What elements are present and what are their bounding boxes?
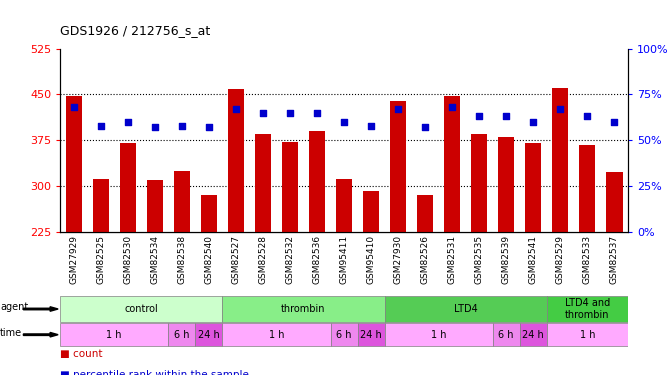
Text: 1 h: 1 h — [431, 330, 446, 340]
Text: 1 h: 1 h — [106, 330, 122, 340]
Text: GSM82530: GSM82530 — [123, 235, 132, 284]
Text: GSM82533: GSM82533 — [583, 235, 592, 284]
Point — [68, 104, 79, 110]
Bar — [363, 191, 379, 232]
Bar — [174, 171, 190, 232]
Point — [204, 124, 214, 130]
Point — [230, 106, 241, 112]
Text: GSM82526: GSM82526 — [421, 235, 430, 284]
Bar — [552, 88, 568, 232]
Point — [528, 119, 538, 125]
Bar — [65, 96, 81, 232]
Text: LTD4 and
thrombin: LTD4 and thrombin — [564, 298, 610, 320]
Bar — [357, 323, 385, 346]
Text: GSM82534: GSM82534 — [150, 235, 159, 284]
Text: GSM27930: GSM27930 — [393, 235, 403, 284]
Bar — [525, 143, 541, 232]
Point — [150, 124, 160, 130]
Bar — [147, 180, 163, 232]
Text: 6 h: 6 h — [498, 330, 514, 340]
Text: GSM82527: GSM82527 — [231, 235, 240, 284]
Bar — [607, 172, 623, 232]
Bar — [168, 323, 195, 346]
Bar — [60, 296, 222, 322]
Text: 24 h: 24 h — [198, 330, 220, 340]
Bar — [385, 296, 547, 322]
Text: GSM82537: GSM82537 — [610, 235, 619, 284]
Bar — [385, 323, 493, 346]
Point — [312, 110, 323, 116]
Text: GSM82540: GSM82540 — [204, 235, 213, 284]
Bar — [282, 142, 298, 232]
Text: 6 h: 6 h — [174, 330, 190, 340]
Point — [339, 119, 349, 125]
Point — [420, 124, 430, 130]
Point — [555, 106, 566, 112]
Text: 6 h: 6 h — [336, 330, 352, 340]
Text: GSM82539: GSM82539 — [502, 235, 511, 284]
Text: GSM82531: GSM82531 — [448, 235, 457, 284]
Text: GSM27929: GSM27929 — [69, 235, 78, 284]
Text: GSM82541: GSM82541 — [529, 235, 538, 284]
Text: GSM82538: GSM82538 — [177, 235, 186, 284]
Bar — [255, 134, 271, 232]
Bar — [120, 143, 136, 232]
Point — [393, 106, 403, 112]
Text: ■ percentile rank within the sample: ■ percentile rank within the sample — [60, 370, 249, 375]
Bar — [417, 195, 434, 232]
Bar — [93, 179, 109, 232]
Point — [474, 114, 484, 120]
Bar — [222, 296, 385, 322]
Bar — [520, 323, 547, 346]
Text: GDS1926 / 212756_s_at: GDS1926 / 212756_s_at — [60, 24, 210, 38]
Text: GSM95410: GSM95410 — [367, 235, 375, 284]
Text: ■ count: ■ count — [60, 350, 103, 359]
Bar — [336, 178, 352, 232]
Point — [447, 104, 458, 110]
Text: 24 h: 24 h — [360, 330, 382, 340]
Point — [609, 119, 620, 125]
Bar — [444, 96, 460, 232]
Text: GSM82528: GSM82528 — [259, 235, 267, 284]
Text: 1 h: 1 h — [580, 330, 595, 340]
Bar — [309, 131, 325, 232]
Bar — [493, 323, 520, 346]
Text: time: time — [0, 328, 22, 338]
Text: control: control — [124, 304, 158, 314]
Point — [582, 114, 593, 120]
Text: GSM95411: GSM95411 — [339, 235, 349, 284]
Text: GSM82535: GSM82535 — [475, 235, 484, 284]
Point — [365, 123, 376, 129]
Bar — [579, 144, 595, 232]
Text: LTD4: LTD4 — [454, 304, 478, 314]
Text: 1 h: 1 h — [269, 330, 284, 340]
Bar — [547, 296, 628, 322]
Text: GSM82529: GSM82529 — [556, 235, 565, 284]
Bar — [471, 134, 488, 232]
Bar — [200, 195, 217, 232]
Text: GSM82525: GSM82525 — [96, 235, 105, 284]
Bar — [390, 101, 406, 232]
Bar — [547, 323, 628, 346]
Bar — [60, 323, 168, 346]
Text: agent: agent — [0, 302, 28, 312]
Text: 24 h: 24 h — [522, 330, 544, 340]
Point — [285, 110, 295, 116]
Bar — [498, 137, 514, 232]
Text: thrombin: thrombin — [281, 304, 326, 314]
Bar — [331, 323, 357, 346]
Bar — [228, 89, 244, 232]
Point — [258, 110, 269, 116]
Text: GSM82532: GSM82532 — [285, 235, 295, 284]
Point — [122, 119, 133, 125]
Text: GSM82536: GSM82536 — [313, 235, 321, 284]
Point — [96, 123, 106, 129]
Point — [501, 114, 512, 120]
Bar — [195, 323, 222, 346]
Bar — [222, 323, 331, 346]
Point — [176, 123, 187, 129]
